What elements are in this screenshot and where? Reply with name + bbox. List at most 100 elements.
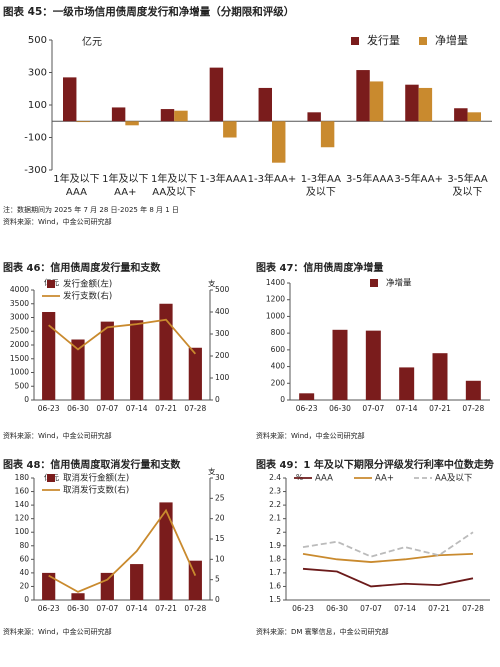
y-tick-label: 500 (28, 35, 47, 46)
y-tick-label: 20 (19, 581, 29, 590)
y2-tick-label: 500 (215, 285, 230, 294)
x-tick-label: 07-28 (462, 604, 484, 613)
y-tick-label: 0 (280, 395, 285, 404)
bar (130, 320, 144, 400)
legend-label: AA+ (375, 474, 394, 484)
bar (365, 330, 381, 400)
x-tick-label: 1-3年AA+ (247, 174, 297, 185)
legend-label: AAA (315, 474, 333, 484)
x-tick-label: 07-21 (428, 604, 450, 613)
bar (42, 312, 56, 400)
bar (159, 502, 173, 600)
x-tick-label: 07-14 (394, 604, 416, 613)
bar (125, 121, 139, 126)
y-tick-label: 3000 (10, 313, 29, 322)
bar (272, 121, 286, 163)
y-tick-label: 300 (28, 68, 47, 79)
legend-label: AA及以下 (435, 474, 473, 484)
bar (307, 112, 321, 122)
bar (71, 593, 85, 600)
legend-swatch (47, 280, 55, 288)
bar (454, 108, 468, 122)
x-tick-label: 07-14 (125, 404, 148, 413)
line (48, 318, 197, 355)
legend-swatch (370, 279, 378, 287)
y-tick-label: 2500 (10, 326, 29, 335)
bar (100, 572, 114, 600)
bar (100, 321, 114, 400)
y-tick-label: 1.9 (269, 541, 281, 550)
bar (188, 560, 202, 600)
y2-tick-label: 400 (215, 307, 230, 316)
y-tick-label: 80 (19, 541, 29, 550)
bar (465, 380, 481, 400)
y-tick-label: 200 (271, 378, 286, 387)
bar (209, 67, 224, 122)
x-tick-label: 07-21 (429, 404, 451, 413)
x-tick-label: 07-14 (125, 604, 148, 613)
y-tick-label: 2.1 (269, 514, 281, 523)
bar (71, 339, 85, 400)
x-tick-label: 07-28 (184, 604, 207, 613)
line (48, 508, 197, 593)
y2-tick-label: 0 (215, 395, 220, 404)
source: 资料来源：Wind，中金公司研究部 (3, 627, 112, 636)
bar (130, 564, 144, 600)
x-tick-label: 1-3年AAA (199, 174, 247, 185)
chart-title: 图表 46：信用债周度发行量和支数 (3, 261, 161, 274)
y-tick-label: 160 (15, 487, 30, 496)
chart-title: 图表 48：信用债周度取消发行量和支数 (3, 458, 181, 471)
y2-unit-label: 支 (208, 466, 216, 476)
x-tick-label: 07-21 (155, 604, 177, 613)
y-tick-label: -100 (24, 133, 47, 144)
legend-label: 取消发行支数(右) (63, 485, 129, 496)
y-tick-label: 1500 (10, 354, 29, 363)
bar (405, 84, 419, 122)
y-tick-label: 1.6 (269, 581, 281, 590)
y-tick-label: 0 (24, 395, 29, 404)
bar (356, 70, 370, 122)
y2-tick-label: 20 (215, 514, 225, 523)
y-tick-label: 1.7 (269, 568, 281, 577)
y-tick-label: 1000 (266, 311, 285, 320)
line (302, 531, 474, 558)
x-tick-label: 06-23 (292, 604, 314, 613)
legend-label: 发行支数(右) (63, 291, 112, 302)
x-tick-label: 07-21 (155, 404, 177, 413)
y-tick-label: -300 (24, 165, 47, 176)
bar (63, 77, 77, 122)
x-tick-label: 1年及以下AA+ (102, 174, 149, 198)
y-tick-label: 4000 (10, 285, 29, 294)
x-tick-label: 07-07 (362, 404, 385, 413)
y-tick-label: 2.4 (269, 473, 281, 482)
bar (299, 393, 315, 400)
x-tick-label: 3-5年AA+ (394, 174, 443, 185)
x-tick-label: 06-30 (326, 604, 348, 613)
chart-title: 图表 47：信用债周度净增量 (256, 261, 383, 274)
y-tick-label: 140 (15, 500, 30, 509)
note: 注：数据期间为 2025 年 7 月 28 日-2025 年 8 月 1 日 (3, 205, 179, 214)
source: 资料来源：Wind，中金公司研究部 (256, 431, 365, 440)
x-tick-label: 1年及以下AAA (53, 174, 100, 198)
x-tick-label: 06-30 (67, 404, 89, 413)
y2-tick-label: 25 (215, 493, 225, 502)
bar (111, 107, 126, 122)
legend-label: 取消发行金额(左) (63, 473, 129, 484)
y-tick-label: 100 (28, 100, 47, 111)
legend-label: 净增量 (435, 33, 468, 47)
bar (258, 87, 272, 122)
x-tick-label: 06-23 (37, 404, 60, 413)
y-tick-label: 1000 (10, 368, 29, 377)
y-tick-label: 2.3 (269, 487, 281, 496)
source: 资料来源：Wind，中金公司研究部 (3, 217, 112, 226)
y-tick-label: 1.8 (269, 554, 281, 563)
legend-label: 发行金额(左) (63, 279, 112, 290)
y-tick-label: 800 (271, 328, 286, 337)
legend-label: 净增量 (386, 278, 412, 289)
y2-tick-label: 300 (215, 329, 230, 338)
y2-unit-label: 支 (208, 278, 216, 288)
y2-tick-label: 15 (215, 534, 225, 543)
y-tick-label: 180 (15, 473, 30, 482)
y-tick-label: 500 (15, 381, 30, 390)
